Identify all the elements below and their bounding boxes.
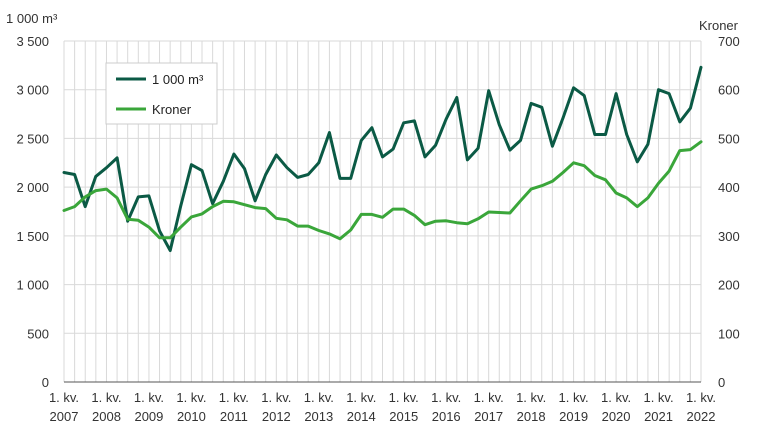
series-lines (62, 65, 703, 252)
right-axis-unit-label: Kroner (699, 18, 739, 33)
left-y-tick-label: 2 500 (16, 131, 49, 146)
series-line-volume (62, 65, 703, 252)
x-tick-label-year: 2017 (474, 409, 503, 424)
right-y-tick-label: 0 (718, 375, 725, 390)
right-y-tick-label: 600 (718, 83, 740, 98)
x-tick-label-year: 2021 (644, 409, 673, 424)
legend-label-kroner: Kroner (152, 102, 192, 117)
left-y-tick-label: 1 000 (16, 278, 49, 293)
x-tick-label-year: 2014 (347, 409, 376, 424)
right-y-tick-label: 400 (718, 180, 740, 195)
series-line-kroner (62, 140, 703, 241)
x-tick-label-year: 2009 (134, 409, 163, 424)
left-y-tick-label: 3 000 (16, 83, 49, 98)
x-tick-label-year: 2019 (559, 409, 588, 424)
x-tick-label-quarter: 1. kv. (474, 390, 504, 405)
x-tick-label-quarter: 1. kv. (219, 390, 249, 405)
x-tick-label-quarter: 1. kv. (304, 390, 334, 405)
right-y-tick-label: 700 (718, 34, 740, 49)
x-tick-label-quarter: 1. kv. (431, 390, 461, 405)
legend-label-volume: 1 000 m³ (152, 72, 204, 87)
x-tick-label-quarter: 1. kv. (134, 390, 164, 405)
left-y-tick-label: 500 (27, 326, 49, 341)
x-tick-label-quarter: 1. kv. (559, 390, 589, 405)
x-tick-label-year: 2011 (220, 409, 248, 424)
x-tick-label-year: 2018 (517, 409, 546, 424)
legend-box (105, 62, 218, 125)
x-tick-label-quarter: 1. kv. (261, 390, 291, 405)
x-tick-label-quarter: 1. kv. (176, 390, 206, 405)
x-tick-label-year: 2022 (687, 409, 716, 424)
right-y-tick-label: 200 (718, 278, 740, 293)
right-y-tick-label: 500 (718, 131, 740, 146)
left-y-tick-label: 1 500 (16, 229, 49, 244)
left-axis-unit-label: 1 000 m³ (6, 11, 58, 26)
left-y-tick-label: 3 500 (16, 34, 49, 49)
x-tick-label-quarter: 1. kv. (49, 390, 79, 405)
right-y-tick-label: 100 (718, 326, 740, 341)
left-y-tick-label: 2 000 (16, 180, 49, 195)
legend: 1 000 m³ Kroner (105, 62, 218, 125)
x-tick-label-year: 2007 (50, 409, 79, 424)
x-tick-label-quarter: 1. kv. (516, 390, 546, 405)
right-y-tick-label: 300 (718, 229, 740, 244)
left-y-tick-label: 0 (42, 375, 49, 390)
x-tick-label-year: 2008 (92, 409, 121, 424)
x-tick-label-quarter: 1. kv. (601, 390, 631, 405)
x-tick-label-quarter: 1. kv. (643, 390, 673, 405)
x-tick-label-quarter: 1. kv. (346, 390, 376, 405)
x-tick-label-year: 2012 (262, 409, 291, 424)
x-tick-label-quarter: 1. kv. (91, 390, 121, 405)
x-tick-label-quarter: 1. kv. (389, 390, 419, 405)
x-tick-label-year: 2015 (389, 409, 418, 424)
x-tick-label-year: 2013 (304, 409, 333, 424)
x-tick-label-year: 2010 (177, 409, 206, 424)
x-tick-label-year: 2016 (432, 409, 461, 424)
tick-labels: 0 500 1 000 1 500 2 000 2 500 3 000 3 500 0 100 20… (16, 34, 739, 424)
x-tick-label-year: 2020 (602, 409, 631, 424)
x-tick-label-quarter: 1. kv. (686, 390, 716, 405)
